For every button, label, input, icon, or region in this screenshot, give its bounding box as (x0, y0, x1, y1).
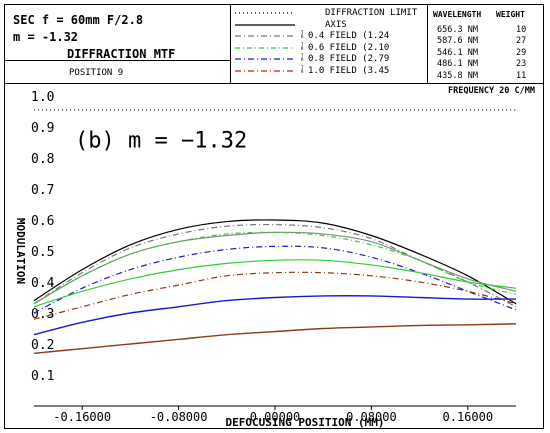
chart-annotation: (b) m = −1.32 (75, 129, 247, 154)
legend-divider (230, 5, 231, 83)
legend-label: 0.6 FIELD (2.10 (308, 42, 390, 53)
series-line (33, 271, 517, 320)
wavelength-value: 587.6 NM (437, 36, 478, 47)
y-tick-label: 0.8 (31, 152, 54, 167)
magnification-label: m = -1.32 (13, 30, 79, 44)
x-axis-label: DEFOCUSING POSITION (MM) (226, 416, 385, 429)
y-tick-label: 0.7 (31, 183, 54, 198)
y-tick-label: 0.6 (31, 214, 54, 229)
wavelength-value: 546.1 NM (437, 47, 478, 58)
y-tick-label: 0.2 (31, 338, 54, 353)
series-line (33, 295, 517, 336)
x-tick-label: 0.08000 (346, 410, 397, 424)
legend-swatch (235, 58, 295, 60)
legend-swatch (235, 46, 295, 49)
lens-title: SEC f = 60mm F/2.8 (13, 13, 144, 27)
header-divider-1 (5, 60, 230, 61)
y-tick-label: 0.5 (31, 245, 54, 260)
legend-tr-marker: T R (301, 41, 304, 51)
plot-frame: SEC f = 60mm F/2.8 m = -1.32 DIFFRACTION… (4, 4, 544, 429)
mtf-title: DIFFRACTION MTF (67, 47, 176, 61)
legend-swatch (235, 23, 295, 26)
series-line (33, 223, 517, 308)
weight-value: 11 (516, 70, 527, 81)
weight-value: 27 (516, 36, 527, 47)
y-tick-label: 0.4 (31, 276, 55, 291)
x-tick-label: 0.16000 (443, 410, 494, 424)
series-line (33, 231, 517, 305)
series-line (33, 259, 517, 308)
y-tick-label: 1.0 (31, 90, 54, 105)
legend-swatch (235, 69, 295, 72)
series-line (33, 219, 517, 305)
legend-tr-marker: T R (301, 30, 304, 39)
wavelength-value: 435.8 NM (437, 70, 478, 81)
legend-label: 0.8 FIELD (2.79 (308, 54, 390, 64)
weight-value: 10 (516, 25, 527, 35)
mtf-chart: FREQUENCY 20 C/MM0.10.20.30.40.50.60.70.… (14, 86, 535, 429)
legend-swatch (235, 35, 295, 37)
legend-tr-marker: T R (301, 64, 304, 74)
y-tick-label: 0.9 (31, 121, 54, 136)
y-axis-label: MODULATION (14, 218, 27, 284)
series-line (33, 245, 517, 314)
legend-label: DIFFRACTION LIMIT (325, 8, 418, 18)
legend-tr-marker: T R (301, 53, 304, 62)
wavelength-divider (427, 5, 428, 83)
legend-label: 0.4 FIELD (1.24 (308, 31, 390, 41)
position-label: POSITION 9 (69, 68, 124, 78)
weight-value: 29 (516, 47, 527, 58)
legend-label: 1.0 FIELD (3.45 (308, 65, 390, 76)
series-line (33, 323, 517, 354)
x-tick-label: 0.00000 (250, 410, 301, 424)
series-line (33, 231, 517, 305)
x-tick-label: -0.08000 (150, 410, 208, 424)
x-tick-label: -0.16000 (53, 410, 111, 424)
legend-label: AXIS (325, 19, 347, 30)
frequency-label: FREQUENCY 20 C/MM (448, 86, 535, 96)
wavelength-value: 656.3 NM (437, 25, 478, 35)
y-tick-label: 0.1 (31, 369, 54, 384)
weight-value: 23 (516, 59, 527, 70)
header-divider-2 (5, 83, 543, 84)
wavelength-value: 486.1 NM (437, 59, 478, 70)
weight-header: WEIGHT (496, 10, 525, 19)
wavelength-header: WAVELENGTH (433, 10, 482, 19)
legend-swatch (235, 12, 295, 14)
